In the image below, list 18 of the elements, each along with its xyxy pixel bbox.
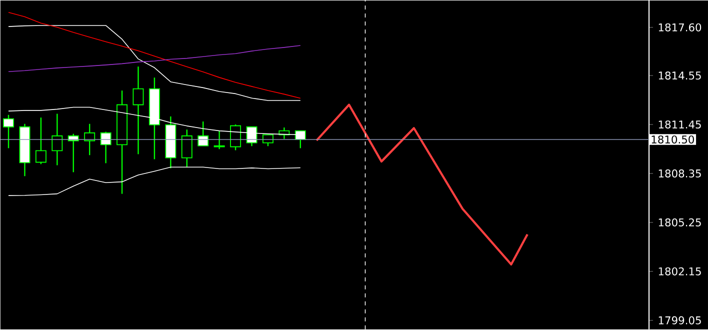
y-tick-label: 1811.45 <box>658 120 701 129</box>
candlestick <box>181 129 192 168</box>
y-tick-label: 1808.35 <box>658 169 701 178</box>
candlestick <box>52 113 63 166</box>
y-tick-label: 1799.05 <box>658 316 701 324</box>
candlestick <box>230 124 242 151</box>
candlestick <box>100 131 112 164</box>
line-series <box>8 12 301 99</box>
candlestick <box>35 117 46 165</box>
y-tick-label: 1814.55 <box>658 72 701 80</box>
line-series <box>316 104 528 266</box>
candlestick <box>132 66 144 155</box>
y-tick-label: 1817.60 <box>658 23 702 32</box>
candlestick <box>3 114 14 149</box>
line-series <box>8 45 301 72</box>
ref-line-label: 1810.50 <box>652 136 694 144</box>
y-tick-label: 1802.15 <box>658 267 701 276</box>
y-tick-label: 1805.25 <box>658 218 701 226</box>
